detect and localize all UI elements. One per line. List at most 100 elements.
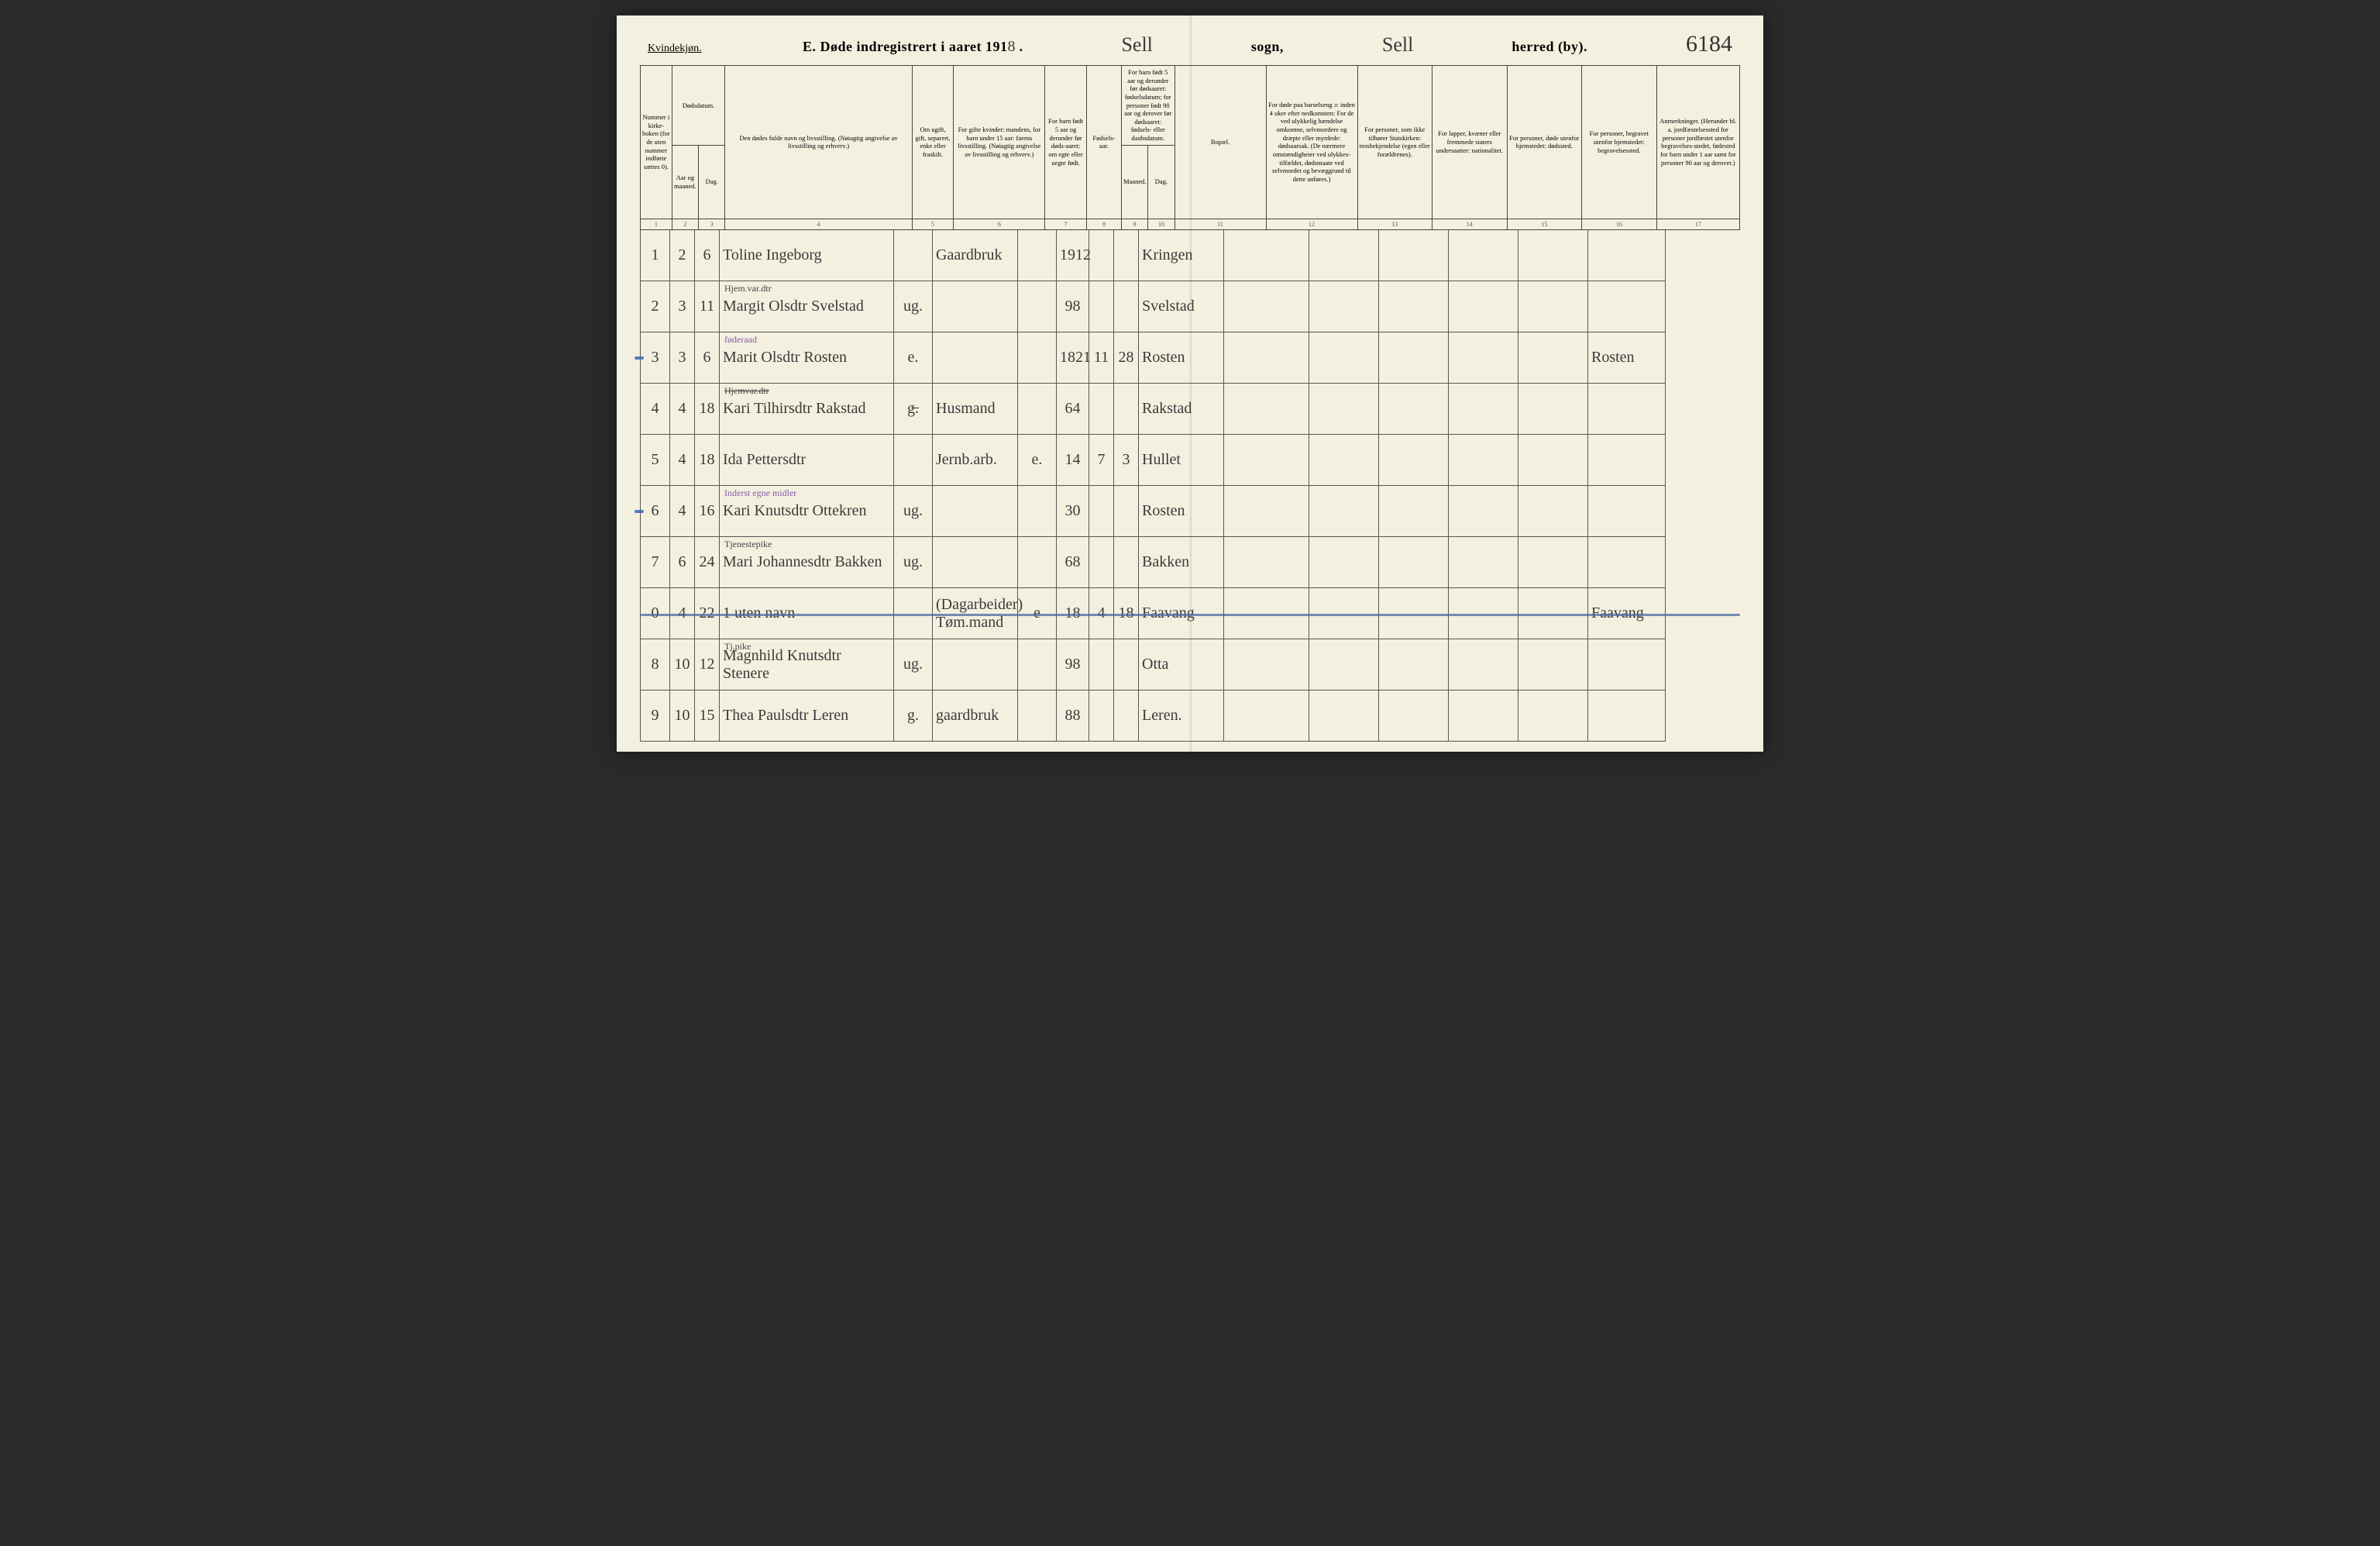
cell-value: 4 (679, 451, 686, 468)
table-cell (1449, 435, 1518, 486)
colnum: 6 (954, 219, 1045, 229)
col-17-header: Anmerkninger. (Herunder bl. a. jordfæste… (1656, 66, 1739, 219)
table-cell: Kringen (1139, 230, 1224, 281)
cell-value: 12 (700, 656, 715, 673)
colnum: 10 (1148, 219, 1175, 229)
table-cell: Hjemvar.dtrKari Tilhirsdtr Rakstad (720, 384, 894, 435)
table-cell (1309, 690, 1379, 742)
cell-value: 16 (700, 502, 715, 519)
table-cell: 18 (1057, 588, 1089, 639)
col-12-header: For døde paa barselseng ɔ: inden 4 uker … (1266, 66, 1357, 219)
superscript-note: Hjemvar.dtr (724, 385, 769, 397)
table-cell: 7 (1089, 435, 1114, 486)
superscript-note: Hjem.var.dtr (724, 283, 772, 294)
cell-value: 6 (679, 553, 686, 570)
cell-value: e (1034, 604, 1040, 621)
table-cell (1224, 435, 1309, 486)
table-cell: Tj.pikeMagnhild Knutsdtr Stenere (720, 639, 894, 690)
col-9-10-header: For barn født 5 aar og derunder før døds… (1121, 66, 1175, 146)
table-cell (1114, 639, 1139, 690)
table-cell: 1 uten navn (720, 588, 894, 639)
table-cell (1018, 639, 1057, 690)
colnum: 2 (672, 219, 698, 229)
table-cell: 4 (670, 486, 695, 537)
table-cell: 11 (695, 281, 720, 332)
cell-value: 18 (1065, 604, 1081, 621)
colnum: 3 (699, 219, 725, 229)
cell-value: g. (907, 707, 919, 724)
table-cell: 88 (1057, 690, 1089, 742)
cell-value: 18 (700, 400, 715, 417)
cell-value: 11 (700, 298, 714, 315)
cell-value: Kringen (1142, 246, 1193, 263)
cell-value: Mari Johannesdtr Bakken (723, 553, 882, 570)
cell-value: 7 (1098, 451, 1106, 468)
table-cell: 6 (670, 537, 695, 588)
table-cell (1449, 639, 1518, 690)
colnum: 14 (1432, 219, 1508, 229)
table-cell (1588, 537, 1666, 588)
table-cell (1588, 435, 1666, 486)
cell-value: Rosten (1591, 349, 1635, 366)
table-cell (1449, 537, 1518, 588)
cell-value: 1 (652, 246, 659, 263)
table-cell (1449, 690, 1518, 742)
table-cell (1089, 281, 1114, 332)
herred-value: Sell (1382, 33, 1413, 57)
col-2-sub: Aar og maaned. (672, 145, 698, 219)
cell-value: Ida Pettersdtr (723, 451, 806, 468)
cell-value: 3 (652, 349, 659, 366)
col-8-header: Fødsels-aar. (1086, 66, 1121, 219)
page-number: 6184 (1686, 31, 1732, 57)
col-2-3-header: Dødsdatum. (672, 66, 725, 146)
col-13-header: For personer, som ikke tilhører Statskir… (1357, 66, 1432, 219)
cell-value: 14 (1065, 451, 1081, 468)
cell-value: 6 (703, 246, 711, 263)
table-cell: 4 (670, 435, 695, 486)
table-cell: Gaardbruk (933, 230, 1018, 281)
table-cell: 3 (670, 332, 695, 384)
table-cell (1379, 486, 1449, 537)
cell-value: 7 (652, 553, 659, 570)
cell-value: 1912 (1060, 246, 1091, 263)
year-suffix: 8 (1007, 38, 1015, 55)
table-cell: Ida Pettersdtr (720, 435, 894, 486)
cell-value: 1821 (1060, 349, 1091, 366)
ledger-body-table: 126Toline IngeborgGaardbruk1912Kringen23… (640, 230, 1740, 742)
sogn-label: sogn, (1251, 39, 1284, 55)
table-cell (1588, 384, 1666, 435)
table-cell (1224, 281, 1309, 332)
table-cell: 64 (1057, 384, 1089, 435)
table-cell (1518, 537, 1588, 588)
cell-value: 1 uten navn (723, 604, 795, 621)
table-cell (1518, 281, 1588, 332)
table-cell: føderaadMarit Olsdtr Rosten (720, 332, 894, 384)
blue-pencil-mark (635, 356, 644, 360)
table-cell (1089, 537, 1114, 588)
table-cell (1114, 230, 1139, 281)
table-cell: gaardbruk (933, 690, 1018, 742)
cell-value: (Dagarbeider) Tøm.mand (936, 596, 1023, 631)
table-cell: g̶. (894, 384, 933, 435)
table-cell (1379, 332, 1449, 384)
table-row: 91015Thea Paulsdtr Lereng.gaardbruk88Ler… (641, 690, 1740, 742)
col-15-header: For personer, døde utenfor hjemstedet: d… (1507, 66, 1582, 219)
colnum: 12 (1266, 219, 1357, 229)
cell-value: 22 (700, 604, 715, 621)
superscript-note: Tj.pike (724, 641, 751, 652)
table-cell (1379, 435, 1449, 486)
table-cell: 2 (670, 230, 695, 281)
table-cell (1518, 588, 1588, 639)
cell-value: 4 (652, 400, 659, 417)
title-block: E. Døde indregistrert i aaret 1918 . Sel… (803, 31, 1732, 57)
cell-value: 3 (1123, 451, 1130, 468)
table-cell (1224, 486, 1309, 537)
table-cell: Husmand (933, 384, 1018, 435)
table-cell (1309, 230, 1379, 281)
table-cell: 10 (670, 639, 695, 690)
colnum: 13 (1357, 219, 1432, 229)
table-cell: 24 (695, 537, 720, 588)
table-cell: 12 (695, 639, 720, 690)
colnum: 7 (1045, 219, 1087, 229)
table-cell (1089, 486, 1114, 537)
